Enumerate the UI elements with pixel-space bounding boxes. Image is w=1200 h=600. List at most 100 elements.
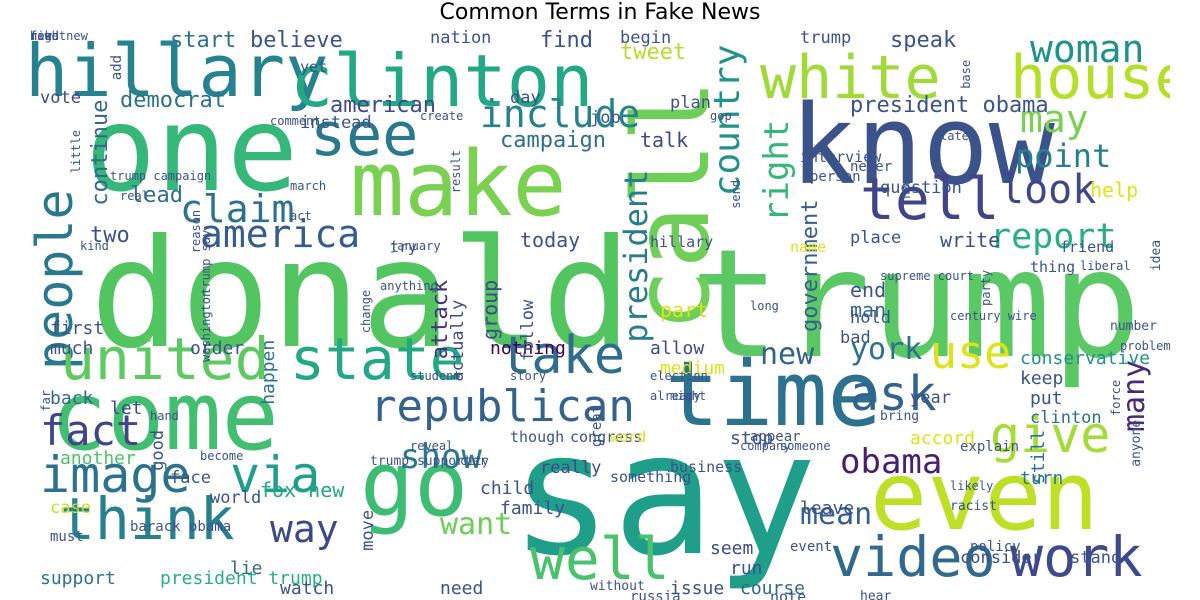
word-city: city xyxy=(460,454,489,468)
word-new: new xyxy=(30,30,52,43)
word-time: time xyxy=(665,342,882,447)
word-trump-campaign: trump campaign xyxy=(110,169,212,183)
word-might: might xyxy=(670,389,707,403)
word-send: send xyxy=(729,179,743,209)
word-watch: watch xyxy=(280,578,335,599)
word-explain: explain xyxy=(960,439,1020,455)
word-course: course xyxy=(740,578,806,599)
word-leave: leave xyxy=(800,498,855,519)
word-instead: instead xyxy=(300,113,372,133)
figure-title: Common Terms in Fake News xyxy=(439,0,761,25)
word-note: note xyxy=(770,588,807,600)
word-america: america xyxy=(200,212,361,256)
word-white: white xyxy=(760,43,941,113)
word-support: support xyxy=(40,568,116,589)
word-party: party xyxy=(979,269,993,306)
word-new: new xyxy=(760,337,815,372)
word-story: story xyxy=(510,369,547,383)
word-washington: washington xyxy=(199,289,213,362)
word-election: election xyxy=(650,369,708,383)
word-way: way xyxy=(270,507,339,551)
word-give: give xyxy=(990,406,1111,464)
word-donald: donald xyxy=(90,208,632,382)
word-start: start xyxy=(170,30,237,53)
word-kind: kind xyxy=(80,239,109,253)
word-need: need xyxy=(440,578,484,599)
word-run: run xyxy=(730,558,763,579)
word-person: person xyxy=(810,169,861,185)
word-day: day xyxy=(510,88,541,108)
word-put: put xyxy=(1030,388,1063,409)
word-end: end xyxy=(850,278,887,302)
word-fox-new: fox new xyxy=(260,478,345,502)
word-trump: trump xyxy=(690,218,1142,392)
word-problem: problem xyxy=(1120,339,1170,353)
word-allow: allow xyxy=(650,338,705,359)
word-find: find xyxy=(540,30,593,53)
word-back: back xyxy=(50,388,94,409)
word-house: house xyxy=(1010,43,1170,113)
word-follow: follow xyxy=(518,299,538,362)
word-racist: racist xyxy=(950,499,997,514)
word-claim: claim xyxy=(180,187,295,231)
word-video: video xyxy=(830,525,996,589)
word-ask: ask xyxy=(850,366,937,422)
word-policy: policy xyxy=(970,539,1021,555)
word-democrat: democrat xyxy=(120,88,226,113)
word-stand: stand xyxy=(1070,548,1122,568)
word-speak: speak xyxy=(890,30,957,53)
word-place: place xyxy=(850,228,902,248)
word-seem: seem xyxy=(710,538,754,559)
word-mean: mean xyxy=(800,497,873,532)
word-something: something xyxy=(610,468,692,486)
word-lie: lie xyxy=(230,558,263,579)
word-reveal: reveal xyxy=(410,439,454,453)
word-century-wire: century wire xyxy=(950,309,1037,323)
word-via: via xyxy=(230,446,321,504)
word-obama: obama xyxy=(840,442,943,482)
word-york: york xyxy=(850,332,923,367)
word-comment: comment xyxy=(270,114,321,128)
word-friend: friend xyxy=(1060,238,1115,256)
word-two: two xyxy=(90,223,130,248)
word-must: must xyxy=(50,529,84,545)
word-read: read xyxy=(30,30,59,43)
word-anything: anything xyxy=(380,279,438,293)
word-medium: medium xyxy=(660,358,726,379)
word-become: become xyxy=(200,449,244,463)
word-believe: believe xyxy=(250,30,343,53)
word-show: show xyxy=(400,437,482,477)
word-lead: lead xyxy=(130,183,183,208)
word-fight: fight xyxy=(30,30,67,43)
word-think: think xyxy=(60,485,235,553)
word-though: though xyxy=(510,428,565,446)
word-march: march xyxy=(290,179,327,193)
word-change: change xyxy=(359,289,373,334)
word-bring: bring xyxy=(880,409,920,424)
word-even: even xyxy=(870,442,1099,552)
word-image: image xyxy=(40,446,191,504)
word-world: world xyxy=(210,488,262,508)
word-nation: nation xyxy=(430,30,492,48)
word-accord: accord xyxy=(910,428,976,449)
word-say: say xyxy=(510,396,818,594)
word-without: without xyxy=(590,579,645,594)
word-another: another xyxy=(60,448,136,469)
word-well: well xyxy=(530,525,670,593)
word-let: let xyxy=(110,398,143,419)
word-far: far xyxy=(39,389,53,412)
word-group: group xyxy=(478,279,502,340)
word-use: use xyxy=(930,326,1012,379)
word-may: may xyxy=(1020,97,1089,141)
word-act: act xyxy=(290,209,312,223)
word-never: never xyxy=(850,159,893,175)
word-add: add xyxy=(109,54,125,81)
word-barack-obama: barack obama xyxy=(130,519,232,535)
word-year: year xyxy=(910,388,951,408)
word-write: write xyxy=(940,228,1001,252)
word-yet: yet xyxy=(300,58,328,76)
word-late: late xyxy=(940,129,969,143)
word-vote: vote xyxy=(40,88,81,108)
word-little: little xyxy=(69,129,83,174)
